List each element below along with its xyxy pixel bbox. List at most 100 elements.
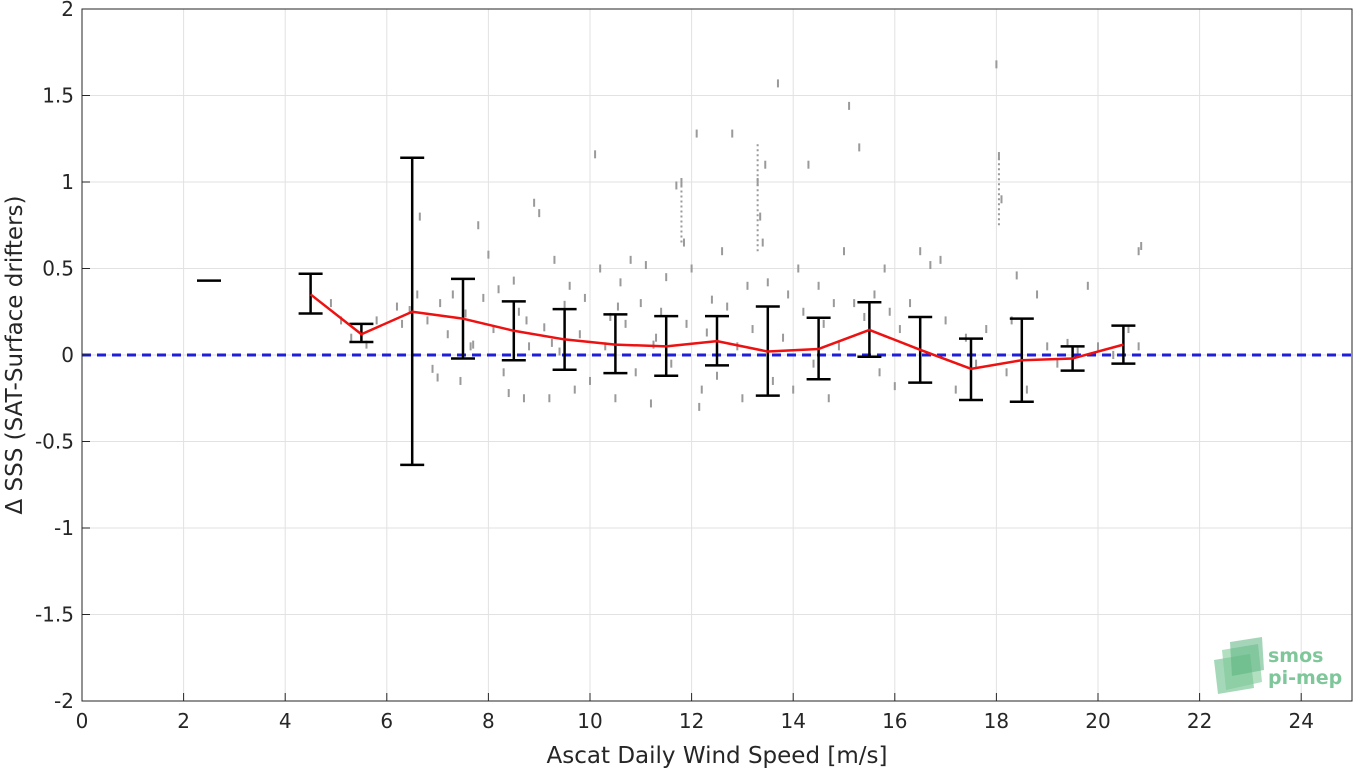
scatter-point: [634, 368, 637, 377]
scatter-point: [766, 278, 769, 287]
scatter-point: [502, 368, 505, 377]
scatter-point: [439, 299, 442, 308]
scatter-point: [507, 389, 510, 398]
scatter-point: [629, 255, 632, 264]
smos-pi-mep-logo: smos pi-mep: [1214, 637, 1342, 694]
y-axis-ticks: 2 1.5 1 0.5 0 -0.5 -1 -1.5 -2: [35, 0, 90, 713]
scatter-point: [340, 316, 343, 325]
x-tick-label: 8: [482, 709, 495, 733]
scatter-point: [705, 328, 708, 337]
scatter-point: [883, 264, 886, 273]
scatter-point: [929, 261, 932, 270]
scatter-point: [395, 302, 398, 311]
scatter-point: [848, 101, 851, 110]
x-tick-label: 18: [984, 709, 1009, 733]
scatter-point: [975, 359, 978, 368]
scatter-point: [1010, 316, 1013, 325]
scatter-point: [589, 376, 591, 385]
scatter-point: [909, 299, 912, 308]
scatter-point: [583, 293, 586, 302]
scatter-point: [939, 255, 942, 264]
logo-graphic-icon: [1214, 637, 1264, 694]
scatter-point: [944, 316, 947, 325]
scatter-point: [746, 281, 749, 290]
scatter-point: [741, 394, 744, 403]
scatter-point: [985, 325, 988, 334]
scatter-point: [436, 373, 439, 382]
scatter-point: [649, 399, 652, 408]
scatter-point: [517, 307, 520, 316]
scatter-point: [873, 290, 876, 299]
scatter-point: [858, 143, 861, 152]
scatter-point: [716, 371, 718, 380]
error-bar: [298, 272, 323, 315]
y-tick-label: 1.5: [42, 84, 74, 108]
scatter-point: [446, 330, 449, 339]
scatter-point: [451, 290, 454, 299]
scatter-point: [550, 338, 553, 347]
mean-line: [309, 293, 1124, 371]
scatter-point: [1005, 368, 1008, 377]
scatter-point: [1066, 338, 1069, 347]
scatter-point: [512, 276, 515, 285]
scatter-point: [594, 150, 597, 159]
scatter-point: [837, 342, 840, 351]
scatter-point: [401, 319, 404, 328]
scatter-point: [726, 302, 729, 311]
scatter-point: [1000, 195, 1003, 204]
scatter-point: [1056, 359, 1059, 368]
scatter-point: [1112, 351, 1115, 359]
y-tick-label: 0.5: [42, 257, 74, 281]
scatter-point: [802, 307, 805, 316]
x-tick-label: 0: [76, 709, 89, 733]
scatter-point: [1127, 325, 1130, 334]
x-tick-label: 4: [279, 709, 292, 733]
y-tick-label: -2: [54, 689, 74, 713]
scatter-point: [776, 79, 779, 88]
x-tick-label: 2: [177, 709, 190, 733]
scatter-point: [863, 312, 866, 321]
scatter-point: [764, 160, 767, 169]
x-axis-ticks: 0 2 4 6 8 10 12 14 16 18 20 22 24: [76, 693, 1314, 733]
scatter-points: [329, 60, 1143, 411]
scatter-point: [761, 238, 764, 247]
scatter-point: [558, 347, 561, 356]
scatter-point: [1086, 281, 1089, 290]
scatter-point: [954, 385, 957, 394]
scatter-point: [644, 261, 647, 270]
x-tick-label: 16: [882, 709, 907, 733]
scatter-point: [553, 255, 556, 264]
scatter-point: [477, 221, 480, 230]
scatter-point: [1137, 247, 1140, 256]
scatter-point: [616, 302, 619, 311]
scatter-point: [832, 299, 835, 308]
scatter-point: [670, 359, 673, 368]
y-tick-label: 1: [61, 170, 74, 194]
scatter-point: [675, 181, 678, 190]
scatter-point: [807, 160, 810, 169]
scatter-point: [822, 319, 825, 328]
scatter-point: [472, 340, 475, 349]
scatter-point: [1140, 242, 1143, 251]
scatter-point: [609, 312, 612, 321]
scatter-point: [759, 212, 762, 221]
scatter-point: [888, 307, 891, 316]
scatter-point: [525, 316, 528, 325]
x-tick-label: 14: [780, 709, 805, 733]
scatter-point: [655, 333, 658, 342]
scatter-point: [624, 319, 627, 328]
scatter-point: [408, 306, 411, 315]
scatter-point: [482, 293, 485, 302]
error-bars: [197, 156, 1136, 467]
y-tick-label: -0.5: [35, 430, 74, 454]
x-tick-label: 10: [577, 709, 602, 733]
scatter-point: [652, 340, 655, 349]
scatter-point: [459, 376, 462, 385]
scatter-point: [792, 385, 795, 394]
scatter-point: [1097, 342, 1099, 351]
x-axis-title: Ascat Daily Wind Speed [m/s]: [547, 743, 888, 769]
scatter-point: [528, 342, 531, 351]
scatter-point: [492, 325, 495, 334]
scatter-point: [1025, 385, 1028, 394]
